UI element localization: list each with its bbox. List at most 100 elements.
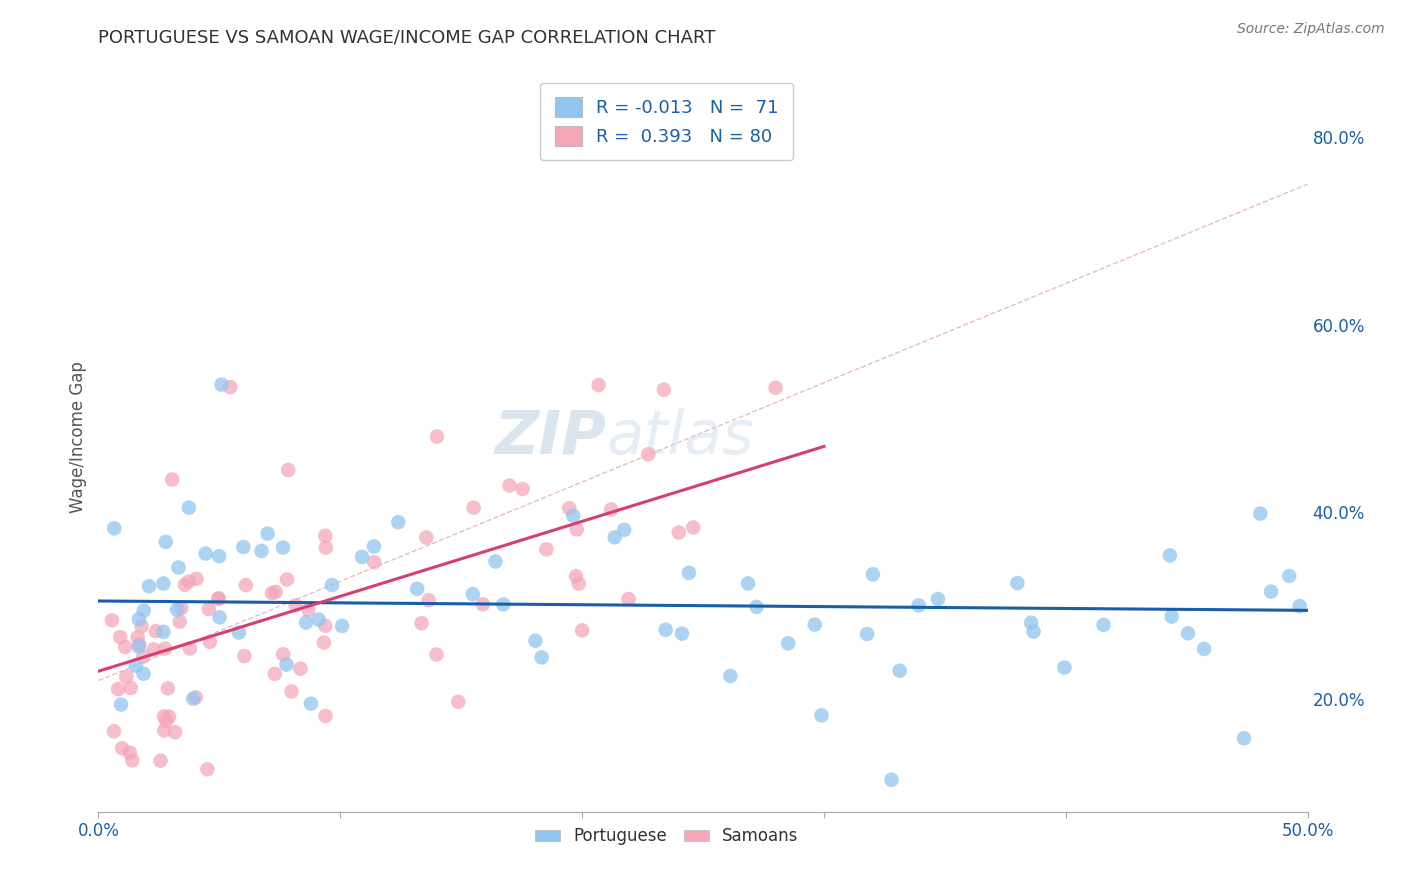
Point xyxy=(271,541,294,555)
Point xyxy=(512,482,534,496)
Point xyxy=(668,525,690,540)
Point xyxy=(156,681,179,696)
Point xyxy=(498,478,520,492)
Point xyxy=(426,429,449,443)
Point xyxy=(127,631,149,645)
Point xyxy=(1007,576,1029,591)
Point xyxy=(314,529,336,543)
Point xyxy=(194,547,217,561)
Point xyxy=(149,754,172,768)
Point xyxy=(568,576,591,591)
Point xyxy=(1092,617,1115,632)
Point xyxy=(152,624,174,639)
Point xyxy=(907,599,929,613)
Point xyxy=(170,601,193,615)
Point xyxy=(128,612,150,626)
Point xyxy=(173,578,195,592)
Point xyxy=(163,725,186,739)
Point xyxy=(463,500,485,515)
Point xyxy=(363,540,385,554)
Point xyxy=(233,648,256,663)
Point xyxy=(111,741,134,756)
Point xyxy=(1019,615,1042,630)
Point xyxy=(142,642,165,657)
Point xyxy=(277,463,299,477)
Point xyxy=(167,560,190,574)
Point xyxy=(207,591,229,606)
Point xyxy=(536,542,558,557)
Point xyxy=(132,649,155,664)
Point xyxy=(565,569,588,583)
Point xyxy=(810,708,832,723)
Point xyxy=(132,666,155,681)
Point xyxy=(121,753,143,767)
Point xyxy=(153,709,176,723)
Point xyxy=(613,523,636,537)
Point xyxy=(524,633,547,648)
Point xyxy=(169,615,191,629)
Point xyxy=(308,613,330,627)
Point xyxy=(177,500,200,515)
Point xyxy=(108,630,131,644)
Point xyxy=(637,447,659,461)
Point xyxy=(118,746,141,760)
Point xyxy=(678,566,700,580)
Point xyxy=(256,526,278,541)
Point xyxy=(862,567,884,582)
Point xyxy=(778,636,800,650)
Point xyxy=(276,573,298,587)
Point xyxy=(208,549,231,564)
Text: ZIP: ZIP xyxy=(495,408,606,467)
Point xyxy=(387,515,409,529)
Point xyxy=(530,650,553,665)
Point xyxy=(314,619,336,633)
Point xyxy=(128,640,150,654)
Point xyxy=(1233,731,1256,746)
Point xyxy=(803,617,825,632)
Point xyxy=(565,523,588,537)
Point xyxy=(290,662,312,676)
Point xyxy=(299,697,322,711)
Point xyxy=(131,619,153,633)
Point xyxy=(138,579,160,593)
Point xyxy=(128,637,150,651)
Point xyxy=(284,599,307,613)
Point xyxy=(250,544,273,558)
Point xyxy=(600,502,623,516)
Point xyxy=(492,598,515,612)
Point xyxy=(195,762,218,776)
Point xyxy=(271,648,294,662)
Point xyxy=(264,585,287,599)
Point xyxy=(125,659,148,673)
Point xyxy=(671,626,693,640)
Point xyxy=(927,591,949,606)
Point xyxy=(558,501,581,516)
Point xyxy=(103,521,125,535)
Point xyxy=(155,534,177,549)
Point xyxy=(166,602,188,616)
Point xyxy=(181,691,204,706)
Point xyxy=(184,690,207,705)
Point xyxy=(415,531,437,545)
Point xyxy=(406,582,429,596)
Point xyxy=(1192,641,1215,656)
Point xyxy=(889,664,911,678)
Point xyxy=(198,635,221,649)
Point xyxy=(263,666,285,681)
Point xyxy=(745,599,768,614)
Point xyxy=(186,572,208,586)
Point xyxy=(571,624,593,638)
Point xyxy=(1278,569,1301,583)
Point xyxy=(617,592,640,607)
Point xyxy=(114,640,136,654)
Point xyxy=(145,624,167,639)
Point xyxy=(157,709,180,723)
Point xyxy=(562,508,585,523)
Point xyxy=(295,615,318,630)
Point xyxy=(153,641,176,656)
Point xyxy=(312,635,335,649)
Point xyxy=(110,698,132,712)
Point xyxy=(152,576,174,591)
Legend: Portuguese, Samoans: Portuguese, Samoans xyxy=(529,821,806,852)
Point xyxy=(447,695,470,709)
